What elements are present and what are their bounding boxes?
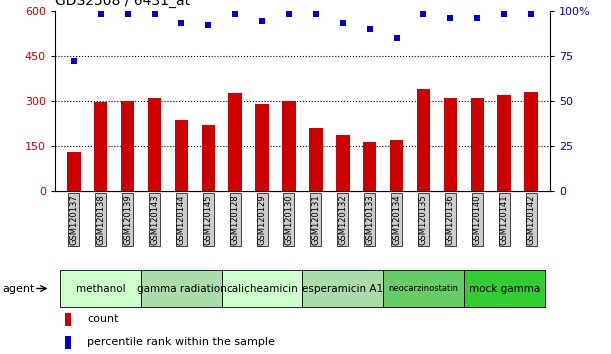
- Bar: [302, 270, 383, 307]
- Bar: [309, 128, 323, 191]
- Text: GSM120138: GSM120138: [96, 194, 105, 245]
- Bar: [94, 102, 108, 191]
- Point: [526, 11, 536, 17]
- Bar: [383, 270, 464, 307]
- Point: [472, 15, 482, 21]
- Text: GSM120140: GSM120140: [473, 194, 482, 245]
- Text: GSM120142: GSM120142: [527, 194, 536, 245]
- Point: [230, 11, 240, 17]
- Text: percentile rank within the sample: percentile rank within the sample: [87, 337, 275, 348]
- Point: [150, 11, 159, 17]
- Bar: [148, 98, 161, 191]
- Bar: [229, 93, 242, 191]
- Point: [365, 26, 375, 32]
- Bar: [202, 125, 215, 191]
- Text: methanol: methanol: [76, 284, 125, 293]
- Text: mock gamma: mock gamma: [469, 284, 540, 293]
- Bar: [175, 120, 188, 191]
- Bar: [497, 95, 511, 191]
- Bar: [121, 101, 134, 191]
- Text: GSM120133: GSM120133: [365, 194, 374, 245]
- Text: GSM120139: GSM120139: [123, 194, 132, 245]
- Text: esperamicin A1: esperamicin A1: [302, 284, 383, 293]
- Text: GSM120135: GSM120135: [419, 194, 428, 245]
- Text: calicheamicin: calicheamicin: [226, 284, 298, 293]
- Text: GSM120132: GSM120132: [338, 194, 347, 245]
- Text: GSM120143: GSM120143: [150, 194, 159, 245]
- Bar: [60, 270, 141, 307]
- Bar: [390, 140, 403, 191]
- Text: neocarzinostatin: neocarzinostatin: [389, 284, 458, 293]
- Text: GSM120130: GSM120130: [285, 194, 293, 245]
- Bar: [67, 152, 81, 191]
- Point: [96, 11, 106, 17]
- Point: [284, 11, 294, 17]
- Point: [311, 11, 321, 17]
- Text: GSM120129: GSM120129: [258, 194, 266, 245]
- Text: agent: agent: [2, 284, 35, 293]
- Bar: [141, 270, 222, 307]
- Text: GSM120144: GSM120144: [177, 194, 186, 245]
- Bar: [222, 270, 302, 307]
- Bar: [65, 336, 71, 349]
- Text: count: count: [87, 314, 119, 325]
- Text: GDS2508 / 6431_at: GDS2508 / 6431_at: [55, 0, 190, 8]
- Bar: [417, 89, 430, 191]
- Bar: [65, 313, 71, 326]
- Text: GSM120145: GSM120145: [204, 194, 213, 245]
- Point: [257, 19, 267, 24]
- Bar: [363, 142, 376, 191]
- Point: [392, 35, 401, 41]
- Bar: [470, 98, 484, 191]
- Bar: [444, 98, 457, 191]
- Text: GSM120128: GSM120128: [231, 194, 240, 245]
- Point: [203, 22, 213, 28]
- Point: [499, 11, 509, 17]
- Bar: [524, 92, 538, 191]
- Text: GSM120136: GSM120136: [446, 194, 455, 245]
- Bar: [282, 101, 296, 191]
- Point: [123, 11, 133, 17]
- Bar: [255, 104, 269, 191]
- Text: GSM120141: GSM120141: [500, 194, 509, 245]
- Text: gamma radiation: gamma radiation: [136, 284, 226, 293]
- Point: [419, 11, 428, 17]
- Text: GSM120134: GSM120134: [392, 194, 401, 245]
- Point: [177, 21, 186, 26]
- Bar: [464, 270, 544, 307]
- Text: GSM120131: GSM120131: [312, 194, 320, 245]
- Point: [445, 15, 455, 21]
- Text: GSM120137: GSM120137: [69, 194, 78, 245]
- Bar: [336, 136, 349, 191]
- Point: [69, 58, 79, 64]
- Point: [338, 21, 348, 26]
